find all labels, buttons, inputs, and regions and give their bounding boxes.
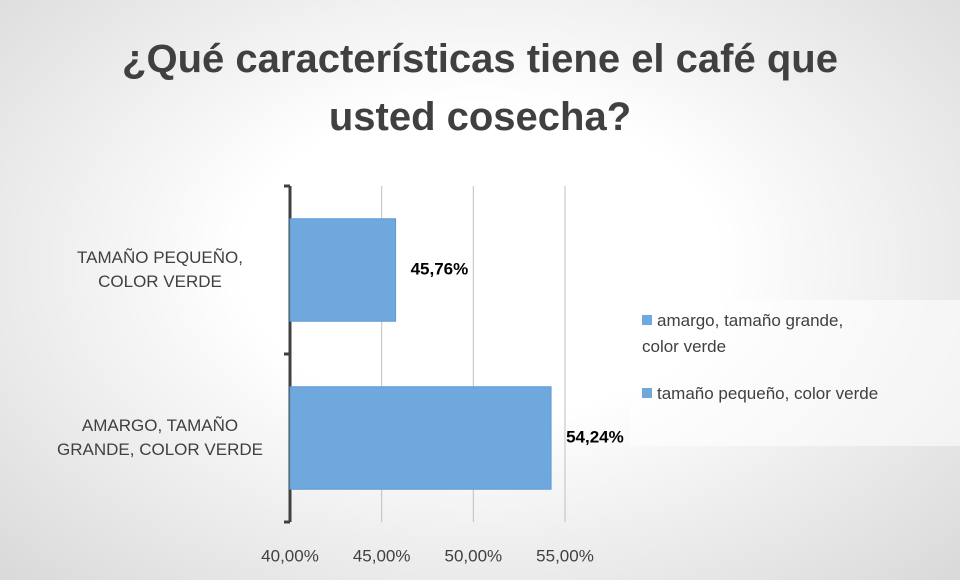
legend-item: tamaño pequeño, color verde [642, 381, 952, 407]
legend-label: tamaño pequeño, color verde [657, 384, 879, 403]
bar [289, 386, 552, 490]
x-tick-label: 40,00% [261, 546, 319, 565]
value-label: 45,76% [411, 259, 469, 278]
x-tick-label: 45,00% [353, 546, 411, 565]
y-tick-label: AMARGO, TAMAÑO GRANDE, COLOR VERDE [57, 416, 263, 459]
x-tick-label: 55,00% [536, 546, 594, 565]
chart-title: ¿Qué características tiene el café que u… [122, 37, 838, 139]
bar [289, 218, 397, 322]
x-tick-label: 50,00% [444, 546, 502, 565]
legend-swatch [642, 315, 652, 325]
legend-swatch [642, 388, 652, 398]
value-label: 54,24% [566, 427, 624, 446]
legend-label: amargo, tamaño grande, color verde [642, 311, 844, 356]
y-tick-label: TAMAÑO PEQUEÑO, COLOR VERDE [77, 248, 243, 291]
legend-item: amargo, tamaño grande, color verde [642, 308, 872, 360]
legend: amargo, tamaño grande, color verde tamaño… [630, 300, 960, 446]
